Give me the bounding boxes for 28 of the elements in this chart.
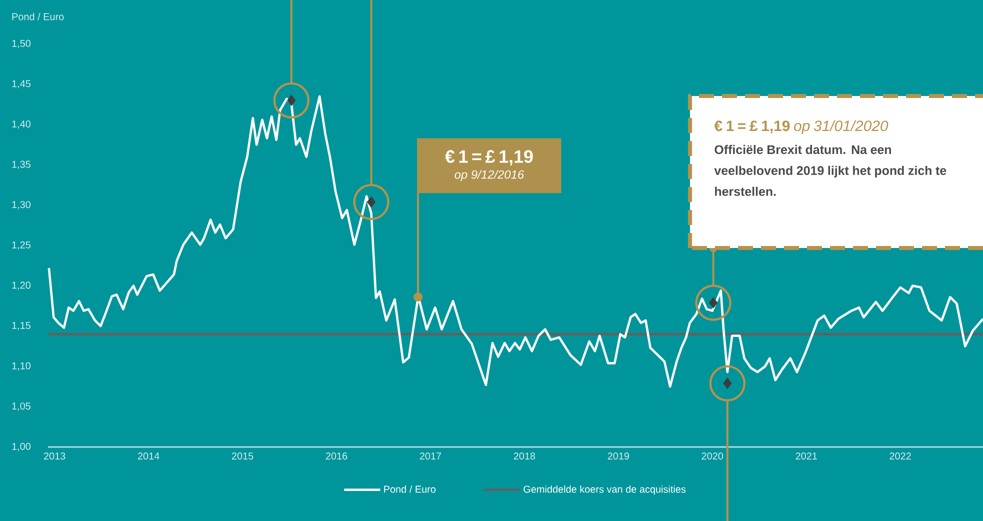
annotation: € 1 = £ 1,19: [445, 150, 533, 166]
y-tick-label: 1,40: [12, 120, 31, 129]
y-tick-label: 1,20: [12, 282, 31, 290]
y-tick-label: 1,15: [12, 322, 30, 330]
legend-label: Pond / Euro: [384, 485, 436, 493]
x-tick-label: 2020: [702, 452, 724, 460]
annotation: op 9/12/2016: [454, 170, 524, 182]
annotation: Officiële Brexit datum. Na een veelbelovend 2019 lijkt het pond zich te herstellen.: [714, 144, 946, 196]
x-tick-label: 2016: [326, 452, 348, 460]
annotation: € 1 = £ 1,19 op 31/01/2020: [714, 120, 888, 134]
x-tick-label: 2014: [138, 452, 160, 460]
y-tick-label: 1,45: [12, 80, 30, 88]
y-axis-title: Pond / Euro: [12, 12, 64, 20]
y-tick-label: 1,35: [12, 160, 30, 170]
x-tick-label: 2018: [514, 452, 536, 460]
y-tick-label: 1,50: [12, 40, 31, 48]
x-tick-label: 2013: [44, 452, 66, 460]
x-tick-label: 2017: [420, 452, 442, 460]
y-tick-label: 1,30: [12, 201, 31, 210]
x-tick-label: 2021: [796, 452, 817, 460]
legend-label: Gemiddelde koers van de acquisities: [524, 485, 686, 495]
x-tick-label: 2019: [608, 452, 630, 460]
x-tick-label: 2022: [890, 452, 911, 460]
y-tick-label: 1,25: [12, 241, 30, 250]
x-tick-label: 2015: [232, 452, 254, 460]
y-tick-label: 1,00: [12, 442, 31, 452]
y-tick-label: 1,10: [12, 362, 31, 371]
y-tick-label: 1,05: [12, 402, 30, 411]
